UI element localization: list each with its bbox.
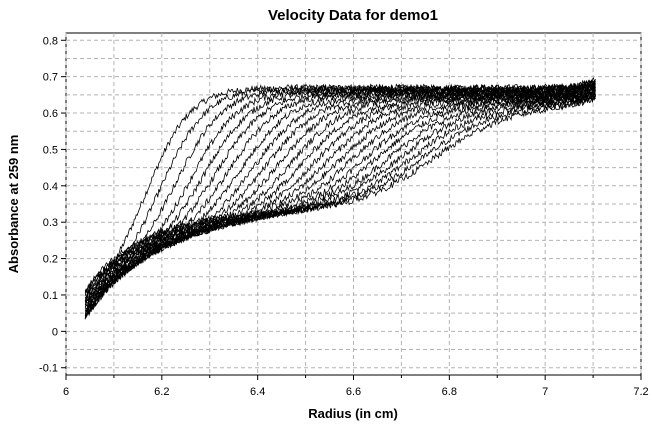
y-tick-label: 0 — [52, 326, 58, 338]
x-tick-label: 6.2 — [154, 386, 169, 398]
x-tick-label: 6.4 — [250, 386, 265, 398]
y-tick-label: 0.8 — [43, 35, 58, 47]
data-series — [84, 77, 596, 320]
x-axis-title: Radius (in cm) — [308, 406, 398, 421]
y-tick-label: 0.5 — [43, 144, 58, 156]
y-tick-label: 0.1 — [43, 290, 58, 302]
y-tick-label: 0.2 — [43, 254, 58, 266]
scan-line-16 — [84, 90, 596, 304]
y-tick-label: -0.1 — [39, 363, 58, 375]
y-tick-label: 0.6 — [43, 108, 58, 120]
y-tick-label: 0.7 — [43, 72, 58, 84]
scan-line-23 — [84, 94, 596, 294]
x-tick-label: 7.2 — [633, 386, 648, 398]
y-tick-label: 0.4 — [43, 181, 58, 193]
scan-line-21 — [84, 91, 596, 297]
chart-title: Velocity Data for demo1 — [268, 7, 438, 24]
x-tick-label: 6.8 — [442, 386, 457, 398]
y-axis-title: Absorbance at 259 nm — [6, 135, 21, 274]
y-tick-label: 0.3 — [43, 217, 58, 229]
scan-line-24 — [84, 95, 596, 293]
scan-line-18 — [84, 89, 596, 302]
scan-line-3 — [84, 79, 596, 320]
x-tick-label: 6 — [63, 386, 69, 398]
x-tick-label: 7 — [542, 386, 548, 398]
axis-ticks: 6 6.2 6.4 6.6 6.8 7 7.2 -0.1 0 0.1 0.2 0.3 0.4 0.5 0.6… — [39, 35, 649, 398]
x-tick-label: 6.6 — [346, 386, 361, 398]
